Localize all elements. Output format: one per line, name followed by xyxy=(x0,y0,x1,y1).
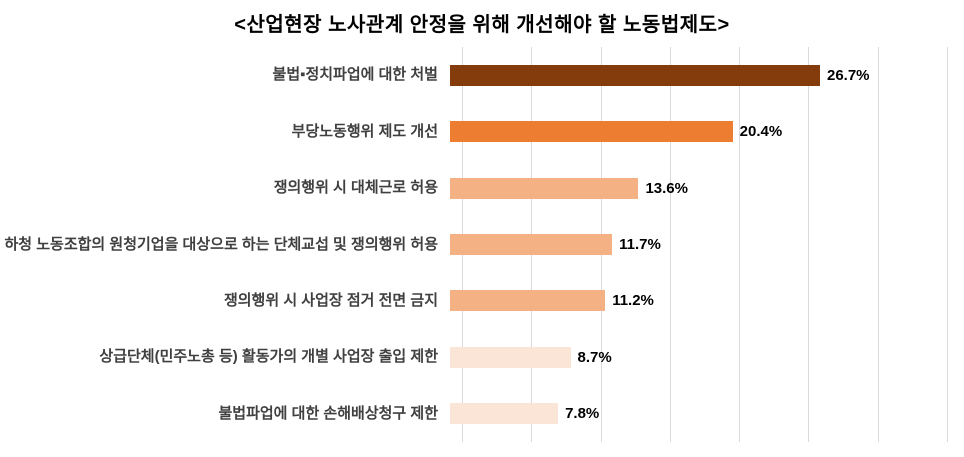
value-label: 7.8% xyxy=(565,405,600,423)
bar-cell: 8.7% xyxy=(450,329,935,385)
bar-cell: 26.7% xyxy=(450,47,935,103)
value-label: 11.7% xyxy=(619,235,661,253)
value-label: 11.2% xyxy=(612,292,654,310)
bar-rows: 불법▪정치파업에 대한 처벌 26.7% 부당노동행위 제도 개선 20.4% 쟁의행위… xyxy=(0,47,964,442)
bar-row: 하청 노동조합의 원청기업을 대상으로 하는 단체교섭 및 쟁의행위 허용 11.… xyxy=(0,216,964,272)
bar-cell: 11.7% xyxy=(450,216,935,272)
bar-row: 불법▪정치파업에 대한 처벌 26.7% xyxy=(0,47,964,103)
category-label: 불법▪정치파업에 대한 처벌 xyxy=(272,66,438,84)
bar-cell: 7.8% xyxy=(450,386,935,442)
category-label: 부당노동행위 제도 개선 xyxy=(291,122,438,140)
bar-cell: 13.6% xyxy=(450,160,935,216)
bar-row: 쟁의행위 시 사업장 점거 전면 금지 11.2% xyxy=(0,273,964,329)
bar xyxy=(450,290,606,312)
bar-row: 상급단체(민주노총 등) 활동가의 개별 사업장 출입 제한 8.7% xyxy=(0,329,964,385)
category-label: 불법파업에 대한 손해배상청구 제한 xyxy=(218,404,438,422)
bar xyxy=(450,64,820,86)
category-label: 상급단체(민주노총 등) 활동가의 개별 사업장 출입 제한 xyxy=(99,348,438,366)
value-label: 20.4% xyxy=(739,123,783,141)
gridline xyxy=(877,47,879,442)
bar xyxy=(450,121,733,143)
category-label-cell: 쟁의행위 시 대체근로 허용 xyxy=(0,174,450,202)
bar-cell: 20.4% xyxy=(450,103,935,159)
value-label: 13.6% xyxy=(645,179,688,197)
bar-row: 불법파업에 대한 손해배상청구 제한 7.8% xyxy=(0,386,964,442)
value-label: 8.7% xyxy=(577,348,612,366)
bar-row: 쟁의행위 시 대체근로 허용 13.6% xyxy=(0,160,964,216)
category-label-cell: 불법파업에 대한 손해배상청구 제한 xyxy=(0,400,450,428)
category-label-cell: 상급단체(민주노총 등) 활동가의 개별 사업장 출입 제한 xyxy=(0,343,450,371)
bar xyxy=(450,177,639,199)
category-label: 쟁의행위 시 사업장 점거 전면 금지 xyxy=(223,292,438,310)
category-label-cell: 부당노동행위 제도 개선 xyxy=(0,118,450,146)
category-label: 쟁의행위 시 대체근로 허용 xyxy=(273,179,438,197)
gridline xyxy=(739,47,741,442)
chart-title: <산업현장 노사관계 안정을 위해 개선해야 할 노동법제도> xyxy=(234,14,730,36)
gridline xyxy=(808,47,810,442)
category-label: 하청 노동조합의 원청기업을 대상으로 하는 단체교섭 및 쟁의행위 허용 xyxy=(4,235,438,253)
bar-row: 부당노동행위 제도 개선 20.4% xyxy=(0,103,964,159)
category-label-cell: 하청 노동조합의 원청기업을 대상으로 하는 단체교섭 및 쟁의행위 허용 xyxy=(0,231,450,259)
bar xyxy=(450,233,613,255)
gridline xyxy=(669,47,671,442)
value-label: 26.7% xyxy=(826,66,870,84)
bar xyxy=(450,346,571,368)
category-label-cell: 불법▪정치파업에 대한 처벌 xyxy=(0,61,450,89)
gridline xyxy=(947,47,948,442)
category-label-cell: 쟁의행위 시 사업장 점거 전면 금지 xyxy=(0,287,450,315)
bar xyxy=(450,403,559,425)
bar-cell: 11.2% xyxy=(450,273,935,329)
